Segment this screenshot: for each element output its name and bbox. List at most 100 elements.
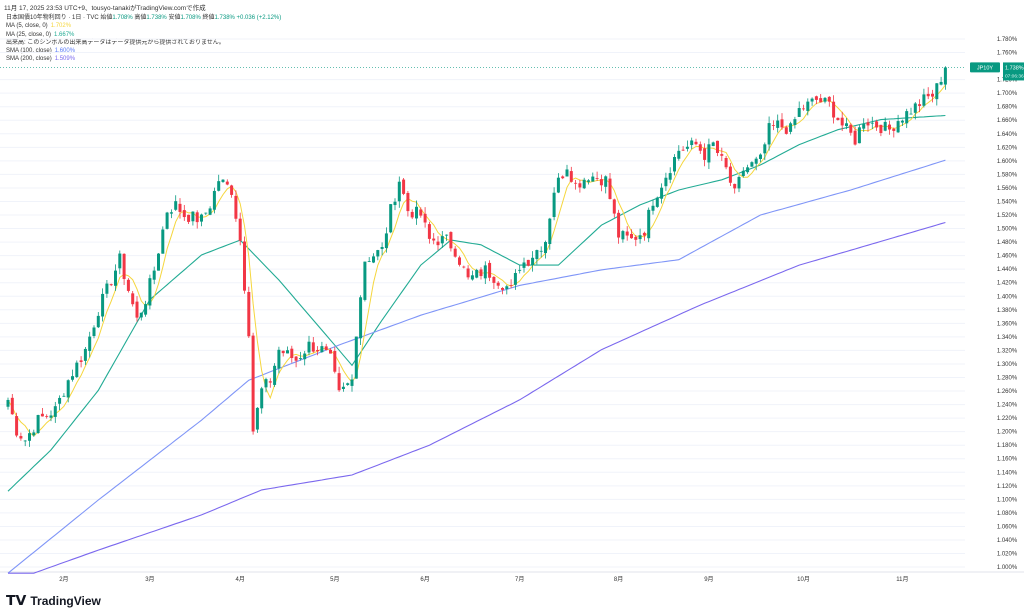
candle <box>548 217 552 250</box>
candle-body <box>875 121 879 128</box>
candle-body <box>105 283 109 294</box>
tradingview-logo[interactable]: 𝗧𝗩 TradingView <box>6 592 101 608</box>
price-axis[interactable] <box>965 0 1024 590</box>
candle-body <box>363 261 367 300</box>
candle <box>531 251 535 272</box>
indicator-row[interactable]: MA (25, close, 0) 1.667% <box>6 31 281 39</box>
candle <box>746 164 750 174</box>
candle <box>217 174 221 192</box>
candle-body <box>6 399 10 407</box>
candle <box>552 187 556 221</box>
candle-body <box>376 250 380 257</box>
candle <box>918 99 922 113</box>
y-tick-label: 1.380% <box>997 308 1018 314</box>
symbol-tag <box>970 62 1000 73</box>
candle <box>677 145 681 161</box>
candle <box>763 142 767 161</box>
candle <box>750 161 754 167</box>
candle <box>569 166 573 183</box>
indicator-row[interactable]: SMA (100, close) 1.600% <box>6 47 281 55</box>
candle-body <box>126 279 130 291</box>
y-tick-label: 1.160% <box>997 457 1018 463</box>
candle <box>372 253 375 264</box>
symbol-title[interactable]: 日本国債10年物利回り · 1日 · TVC <box>6 15 99 21</box>
candle-body <box>651 205 655 211</box>
candle <box>943 66 947 90</box>
ohlc-label: 始値 <box>100 15 113 21</box>
candle-body <box>862 124 866 129</box>
candle <box>440 231 444 248</box>
candle <box>341 382 345 392</box>
candle-body <box>819 98 823 103</box>
candle-body <box>157 253 160 271</box>
candle <box>488 260 492 282</box>
x-tick-label: 5月 <box>330 576 339 583</box>
candle-body <box>273 365 277 385</box>
candle <box>354 336 358 379</box>
candle <box>565 164 569 177</box>
y-tick-label: 1.120% <box>997 484 1018 490</box>
candle-body <box>122 253 126 279</box>
candle-body <box>776 120 780 128</box>
ohlc-value: 1.738% <box>146 15 167 21</box>
candle <box>36 414 40 434</box>
indicator-row[interactable]: SMA (200, close) 1.509% <box>6 55 281 63</box>
candle <box>225 179 229 186</box>
candle <box>281 350 285 357</box>
candle <box>243 236 246 294</box>
candle <box>402 178 406 196</box>
candle <box>109 283 113 287</box>
candle <box>191 211 195 226</box>
candle-body <box>466 268 470 278</box>
candle-body <box>866 122 870 126</box>
y-tick-label: 1.700% <box>997 91 1018 97</box>
indicator-row[interactable]: 出来高: このシンボルの出来高データはデータ提供元から提供されておりません。 <box>6 39 281 47</box>
candle-body <box>488 262 492 278</box>
candle <box>703 143 707 167</box>
candle-body <box>298 358 302 360</box>
candle <box>384 227 388 253</box>
candle-body <box>733 183 737 189</box>
candle-body <box>195 212 199 223</box>
candle <box>840 111 844 132</box>
candle-body <box>544 242 547 254</box>
candle <box>6 397 10 410</box>
candle <box>28 429 31 447</box>
candle-body <box>746 167 750 173</box>
ohlc-label: 高値 <box>134 15 147 21</box>
candle <box>212 187 216 214</box>
candle-body <box>350 379 354 386</box>
candle-body <box>114 270 117 286</box>
candle <box>690 137 694 150</box>
candle <box>204 212 208 216</box>
price-tag-value: 1.738% <box>1005 65 1024 71</box>
candle-body <box>741 170 745 177</box>
candle-body <box>251 335 255 432</box>
candle-body <box>513 272 517 285</box>
indicator-row[interactable]: MA (5, close, 0) 1.702% <box>6 22 281 30</box>
candle <box>634 235 638 247</box>
candle-body <box>827 96 831 102</box>
candle <box>612 198 616 218</box>
ohlc-value: 1.708% <box>180 15 201 21</box>
candle-body <box>178 203 182 212</box>
candle-body <box>926 93 930 97</box>
candle <box>294 356 298 368</box>
candle-body <box>427 224 431 239</box>
candle <box>126 278 130 293</box>
candle <box>144 300 148 317</box>
candle <box>587 179 590 185</box>
candle <box>320 341 324 353</box>
candle-body <box>10 397 14 415</box>
candle <box>900 119 904 127</box>
candle <box>561 175 565 180</box>
candle-body <box>135 301 139 318</box>
candle <box>771 120 775 131</box>
candle-body <box>913 103 917 113</box>
candle <box>767 116 771 151</box>
candle-body <box>139 312 143 318</box>
candle-body <box>767 123 771 145</box>
candle-body <box>784 127 788 134</box>
candle <box>849 123 853 136</box>
